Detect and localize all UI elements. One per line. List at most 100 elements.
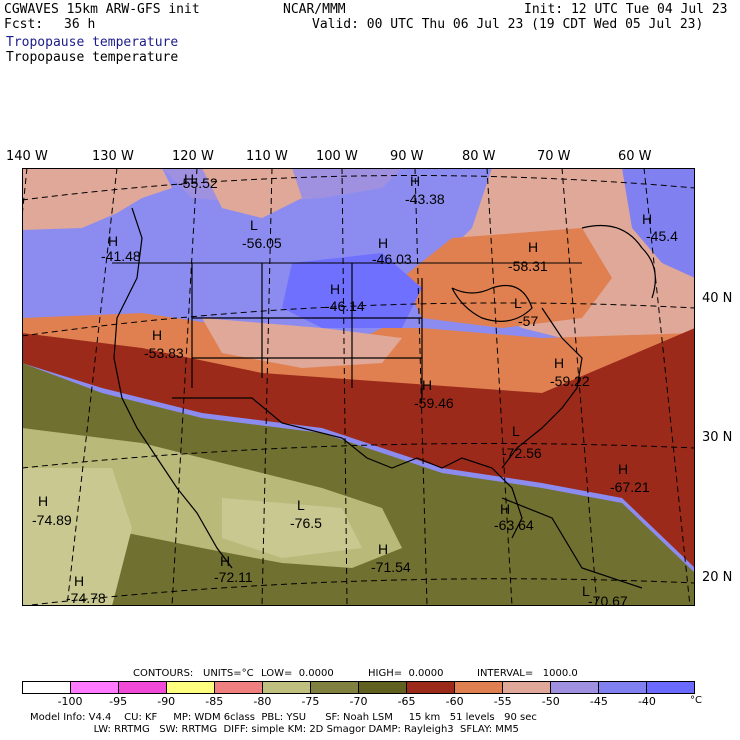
field-title-primary: Tropopause temperature — [6, 35, 179, 50]
extremum-value: -41.48 — [101, 248, 141, 264]
extremum-type: H — [422, 377, 432, 393]
lon-label: 90 W — [390, 149, 424, 164]
colorbar-swatch — [455, 682, 503, 693]
tropopause-temperature-map: H -55.52 H -43.38 H -41.48 L -56.05 H -4… — [22, 168, 695, 606]
contours-interval: INTERVAL= 1000.0 — [477, 668, 578, 679]
colorbar-swatch — [215, 682, 263, 693]
field-region-orange — [22, 313, 695, 418]
extremum-type: H — [152, 327, 162, 343]
extremum-type: L — [514, 295, 522, 311]
model-info-line-1: Model Info: V4.4 CU: KF MP: WDM 6class P… — [30, 712, 537, 723]
colorbar-swatch — [503, 682, 551, 693]
extremum-type: H — [642, 211, 652, 227]
extremum-type: H — [378, 235, 388, 251]
colorbar-tick-label: -90 — [157, 695, 176, 708]
extremum-value: -70.67 — [588, 593, 628, 606]
extremum-type: L — [512, 423, 520, 439]
colorbar-tick-label: -40 — [637, 695, 656, 708]
model-title: CGWAVES 15km ARW-GFS init — [4, 2, 200, 17]
extrema-labels: H -55.52 H -43.38 H -41.48 L -56.05 H -4… — [32, 171, 678, 606]
colorbar-tick-label: -100 — [57, 695, 83, 708]
colorbar-swatch — [647, 682, 694, 693]
field-title-secondary: Tropopause temperature — [6, 50, 179, 65]
colorbar-unit: °C — [690, 695, 702, 706]
extremum-value: -58.31 — [508, 258, 548, 274]
extremum-value: -76.5 — [290, 515, 322, 531]
lat-label: 40 N — [702, 291, 733, 306]
contours-high: HIGH= 0.0000 — [368, 668, 444, 679]
extremum-type: L — [582, 583, 590, 599]
contours-units: UNITS=°C — [203, 668, 254, 679]
colorbar-swatch — [599, 682, 647, 693]
extremum-type: H — [108, 233, 118, 249]
forecast-hours: 36 h — [64, 17, 96, 32]
model-info-line-2: LW: RRTMG SW: RRTMG DIFF: simple KM: 2D … — [30, 724, 519, 735]
extremum-value: -59.46 — [414, 395, 454, 411]
lon-label: 130 W — [92, 149, 134, 164]
lon-label: 70 W — [537, 149, 571, 164]
extremum-value: -72.56 — [502, 445, 542, 461]
extremum-value: -63.64 — [494, 517, 534, 533]
extremum-value: -72.11 — [214, 569, 253, 585]
colorbar-swatch — [23, 682, 71, 693]
field-region-tan — [22, 468, 132, 606]
extremum-type: H — [220, 553, 230, 569]
colorbar-swatch — [167, 682, 215, 693]
extremum-type: H — [74, 573, 84, 589]
colorbar-tick-label: -55 — [493, 695, 512, 708]
extremum-value: -53.83 — [144, 345, 184, 361]
contours-label: CONTOURS: — [133, 668, 194, 679]
lon-label: 110 W — [246, 149, 288, 164]
field-region-light-olive — [222, 498, 362, 558]
colorbar-swatch — [359, 682, 407, 693]
lat-label: 30 N — [702, 430, 733, 445]
extremum-type: H — [184, 171, 194, 187]
valid-time: Valid: 00 UTC Thu 06 Jul 23 (19 CDT Wed … — [312, 17, 704, 32]
extremum-type: H — [500, 501, 510, 517]
extremum-type: H — [618, 461, 628, 477]
extremum-value: -74.78 — [66, 590, 106, 606]
colorbar-tick-label: -50 — [541, 695, 560, 708]
colorbar-swatch — [407, 682, 455, 693]
colorbar-tick-label: -75 — [301, 695, 320, 708]
extremum-type: H — [38, 493, 48, 509]
extremum-type: L — [297, 497, 305, 513]
extremum-value: -59.22 — [550, 373, 590, 389]
colorbar-tick-label: -80 — [253, 695, 272, 708]
lon-label: 60 W — [618, 149, 652, 164]
extremum-value: -46.14 — [325, 298, 365, 314]
field-region-pink — [22, 168, 172, 230]
color-scale-bar — [22, 681, 695, 694]
lat-label: 20 N — [702, 570, 733, 585]
lon-label: 80 W — [462, 149, 496, 164]
colorbar-tick-label: -65 — [397, 695, 416, 708]
colorbar-swatch — [551, 682, 599, 693]
extremum-value: -74.89 — [32, 512, 72, 528]
org-label: NCAR/MMM — [283, 2, 346, 17]
extremum-value: -55.52 — [178, 175, 218, 191]
colorbar-tick-label: -85 — [205, 695, 224, 708]
colorbar-tick-label: -45 — [589, 695, 608, 708]
lon-label: 120 W — [172, 149, 214, 164]
colorbar-swatch — [71, 682, 119, 693]
lon-label: 100 W — [316, 149, 358, 164]
colorbar-swatch — [263, 682, 311, 693]
extremum-type: H — [378, 541, 388, 557]
colorbar-tick-label: -60 — [445, 695, 464, 708]
extremum-value: -67.21 — [610, 479, 650, 495]
colorbar-tick-label: -95 — [109, 695, 128, 708]
extremum-type: H — [330, 281, 340, 297]
field-region-dark-red — [22, 328, 695, 568]
forecast-label: Fcst: — [4, 17, 44, 32]
field-region-blue — [622, 168, 695, 278]
extremum-type: L — [250, 217, 258, 233]
extremum-value: -45.4 — [646, 228, 678, 244]
extremum-type: H — [554, 355, 564, 371]
contours-low: LOW= 0.0000 — [261, 668, 334, 679]
colorbar-swatch — [311, 682, 359, 693]
extremum-type: H — [528, 239, 538, 255]
colorbar-tick-label: -70 — [349, 695, 368, 708]
extremum-value: -71.54 — [371, 559, 411, 575]
extremum-type: H — [410, 173, 420, 189]
extremum-value: -46.03 — [372, 251, 412, 267]
